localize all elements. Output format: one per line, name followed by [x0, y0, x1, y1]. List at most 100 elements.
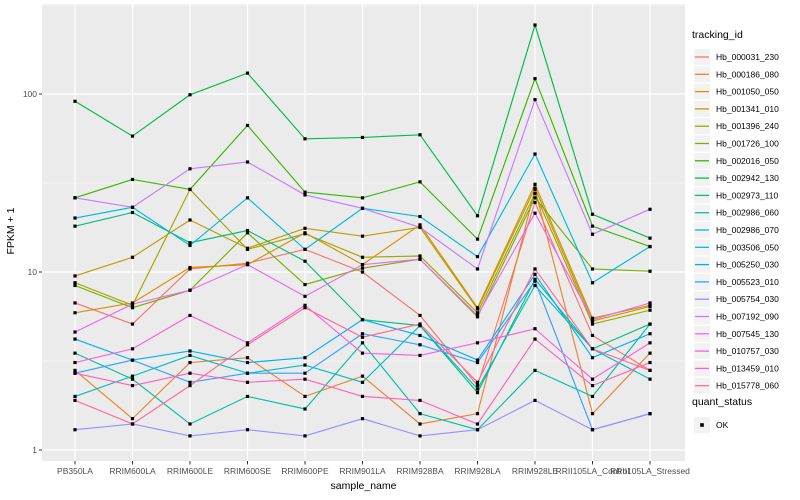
legend-title-tracking-id: tracking_id	[692, 29, 743, 41]
data-point	[590, 377, 595, 381]
data-point	[360, 380, 365, 384]
y-tick-label: 1	[32, 445, 37, 455]
data-point	[303, 190, 307, 194]
data-point	[130, 210, 135, 215]
data-point	[245, 196, 250, 200]
data-point	[590, 394, 595, 399]
data-point	[590, 232, 595, 236]
data-point	[590, 347, 595, 351]
data-point	[533, 196, 537, 200]
data-point	[475, 358, 480, 362]
data-point	[475, 214, 480, 218]
data-point	[360, 266, 365, 270]
data-point	[418, 225, 422, 230]
x-tick-label: RRIM600PE	[281, 466, 329, 476]
data-point	[188, 353, 192, 357]
data-point	[73, 311, 77, 315]
data-point	[590, 384, 595, 388]
data-point	[360, 335, 365, 339]
data-point	[303, 137, 307, 141]
data-point	[130, 377, 135, 381]
data-point	[360, 196, 365, 200]
data-point	[648, 412, 652, 416]
y-tick-label: 10	[28, 267, 38, 277]
data-point	[303, 193, 307, 197]
data-point	[533, 283, 537, 288]
legend-label-Hb_002986_060: Hb_002986_060	[716, 208, 779, 218]
data-point	[418, 313, 422, 318]
data-point	[648, 322, 652, 326]
data-point	[73, 371, 77, 375]
data-point	[303, 247, 307, 251]
data-point	[73, 337, 77, 341]
data-point	[245, 371, 250, 375]
data-point	[360, 206, 365, 210]
data-point	[475, 313, 480, 318]
data-point	[303, 294, 307, 298]
data-point	[73, 368, 77, 373]
data-point	[130, 306, 135, 310]
data-point	[648, 236, 652, 240]
data-point	[188, 422, 192, 426]
data-point	[73, 360, 77, 365]
data-point	[303, 232, 307, 236]
data-point	[360, 374, 365, 378]
data-point	[245, 360, 250, 365]
data-point	[648, 368, 652, 373]
data-point	[590, 267, 595, 271]
data-point	[73, 398, 77, 402]
data-point	[245, 263, 250, 267]
data-point	[648, 377, 652, 381]
data-point	[188, 288, 192, 292]
data-point	[360, 351, 365, 355]
data-point	[418, 257, 422, 261]
x-tick-label: RRIM928BA	[396, 466, 444, 476]
data-point	[245, 231, 250, 235]
data-point	[418, 343, 422, 347]
x-tick-label: RRII105LA_Control	[556, 466, 630, 476]
data-point	[590, 281, 595, 285]
data-point	[533, 368, 537, 373]
data-point	[303, 371, 307, 375]
data-point	[648, 308, 652, 312]
data-point	[130, 134, 135, 138]
data-point	[188, 380, 192, 384]
data-point	[73, 99, 77, 103]
data-point	[303, 407, 307, 411]
data-point	[590, 356, 595, 360]
data-point	[360, 341, 365, 345]
data-point	[475, 255, 480, 259]
legend-label-Hb_010757_030: Hb_010757_030	[716, 346, 779, 356]
legend-title-quant-status: quant_status	[692, 396, 753, 408]
data-point	[245, 341, 250, 345]
x-tick-label: RRII105LA_Stressed	[610, 466, 690, 476]
legend-label-quant-ok: OK	[716, 420, 729, 430]
data-point	[130, 374, 135, 378]
data-point	[648, 360, 652, 365]
data-point	[475, 412, 480, 416]
data-point	[475, 307, 480, 311]
data-point	[303, 226, 307, 230]
data-point	[303, 394, 307, 399]
data-point	[130, 358, 135, 362]
data-point	[360, 417, 365, 421]
data-point	[303, 259, 307, 263]
data-point	[73, 196, 77, 200]
data-point	[303, 377, 307, 381]
data-point	[73, 224, 77, 228]
data-point	[533, 23, 537, 27]
data-point	[418, 322, 422, 326]
data-point	[475, 267, 480, 271]
data-point	[533, 398, 537, 402]
data-point	[360, 234, 365, 238]
data-point	[418, 180, 422, 184]
data-point	[590, 224, 595, 228]
data-point	[533, 211, 537, 215]
data-point	[245, 428, 250, 432]
data-point	[360, 263, 365, 267]
x-tick-label: RRIM901LA	[339, 466, 386, 476]
x-tick-label: RRIM600SE	[224, 466, 272, 476]
data-point	[533, 191, 537, 196]
